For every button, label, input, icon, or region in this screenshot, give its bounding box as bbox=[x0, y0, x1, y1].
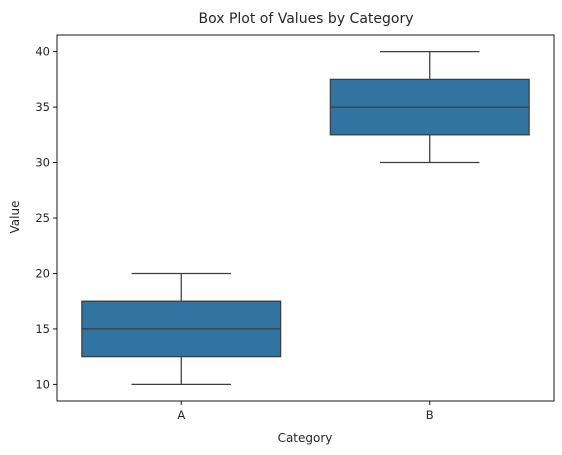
y-axis-label: Value bbox=[8, 201, 22, 234]
y-tick-label: 20 bbox=[35, 266, 50, 280]
y-tick-label: 15 bbox=[35, 322, 50, 336]
box-group-b bbox=[329, 51, 530, 164]
x-axis-label: Category bbox=[278, 431, 333, 445]
plot-area bbox=[81, 51, 530, 385]
y-tick-label: 30 bbox=[35, 156, 50, 170]
axes: 10 15 20 25 30 35 40 A B bbox=[35, 34, 555, 422]
y-tick-label: 35 bbox=[35, 100, 50, 114]
y-tick-label: 40 bbox=[35, 45, 50, 59]
box-group-a bbox=[81, 272, 282, 385]
x-tick-label: B bbox=[426, 408, 434, 422]
y-tick-label: 10 bbox=[35, 377, 50, 391]
y-tick-label: 25 bbox=[35, 211, 50, 225]
x-tick-label: A bbox=[177, 408, 185, 422]
chart-title: Box Plot of Values by Category bbox=[198, 11, 413, 27]
